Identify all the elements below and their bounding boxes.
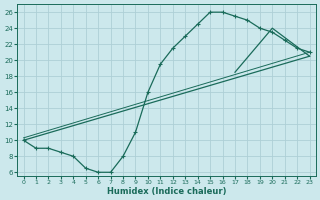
X-axis label: Humidex (Indice chaleur): Humidex (Indice chaleur): [107, 187, 226, 196]
